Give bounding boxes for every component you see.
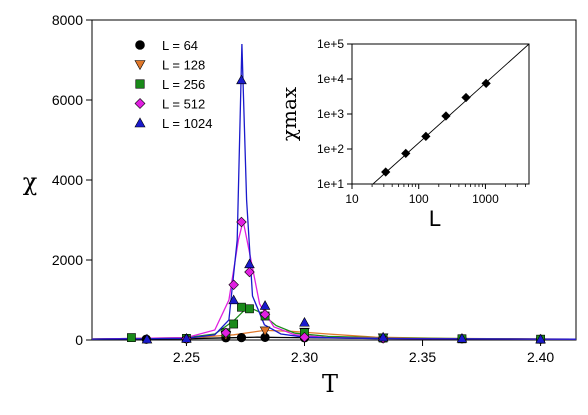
data-point xyxy=(236,216,247,228)
main-x-tick-label: 2.25 xyxy=(173,349,200,365)
inset-y-tick-label: 1e+3 xyxy=(317,107,344,121)
inset-data-point xyxy=(441,111,451,121)
data-point xyxy=(299,331,310,343)
inset-x-tick-label: 10 xyxy=(345,192,359,206)
data-point xyxy=(237,302,246,312)
main-y-axis-label: χ xyxy=(23,168,38,196)
main-y-tick-label: 8000 xyxy=(52,12,83,28)
legend-label: L = 256 xyxy=(162,77,205,92)
main-y-tick-label: 4000 xyxy=(52,172,83,188)
data-point xyxy=(228,294,239,305)
legend-marker xyxy=(134,117,146,128)
series-curve xyxy=(91,220,577,340)
main-x-tick-label: 2.30 xyxy=(291,349,318,365)
legend: L = 64 L = 128 L = 256 L = 512 L = 1024 xyxy=(134,38,212,131)
main-y-tick-label: 6000 xyxy=(52,92,83,108)
data-point xyxy=(141,333,153,344)
main-y-tick-label: 0 xyxy=(75,332,83,348)
data-point xyxy=(244,266,255,278)
legend-marker xyxy=(135,40,145,50)
data-point xyxy=(245,304,254,314)
legend-label: L = 512 xyxy=(162,97,205,112)
legend-label: L = 64 xyxy=(162,38,198,53)
data-point xyxy=(236,74,247,85)
main-x-tick-label: 2.40 xyxy=(527,349,554,365)
inset-y-tick-label: 1e+5 xyxy=(317,37,344,51)
legend-label: L = 1024 xyxy=(162,116,212,131)
inset-fit-line-segment xyxy=(372,44,529,184)
data-point xyxy=(228,279,239,291)
legend-marker xyxy=(135,79,145,89)
inset-data-point xyxy=(381,167,391,177)
inset-data-point xyxy=(481,78,491,88)
data-point xyxy=(456,332,468,343)
data-point xyxy=(181,332,192,343)
data-point xyxy=(127,333,136,342)
inset-ticks: 10 100 1000 1e+1 1e+2 1e+3 1e+4 1e+5 xyxy=(317,37,526,206)
main-points xyxy=(127,74,546,345)
main-x-axis-label: T xyxy=(322,370,338,398)
inset-x-tick-label: 1000 xyxy=(472,192,499,206)
main-x-tick-label: 2.35 xyxy=(409,349,436,365)
legend-label: L = 128 xyxy=(162,58,205,73)
main-ticks: 2.25 2.30 2.35 2.40 0 2000 4000 6000 8000 xyxy=(52,12,555,365)
data-point xyxy=(220,327,232,339)
data-point xyxy=(535,333,546,344)
data-point xyxy=(244,258,255,269)
data-point xyxy=(259,326,271,337)
data-point xyxy=(299,316,310,327)
data-point xyxy=(377,331,389,342)
data-point xyxy=(229,319,239,329)
inset-data-point xyxy=(401,148,411,158)
inset-plot-frame xyxy=(351,43,530,185)
inset-data-point xyxy=(461,92,471,103)
data-point xyxy=(236,332,247,343)
inset-y-tick-label: 1e+4 xyxy=(317,72,344,86)
legend-marker xyxy=(134,98,146,109)
inset-x-tick-label: 100 xyxy=(409,192,429,206)
inset-fit-line xyxy=(372,44,529,184)
inset-y-axis-label: χmax xyxy=(277,86,301,141)
inset-points xyxy=(381,78,491,177)
main-y-tick-label: 2000 xyxy=(52,252,83,268)
inset-y-tick-label: 1e+2 xyxy=(317,142,344,156)
inset-data-point xyxy=(421,131,431,141)
data-point xyxy=(259,300,271,310)
legend-marker xyxy=(134,60,146,71)
inset-y-tick-label: 1e+1 xyxy=(317,177,344,191)
data-point xyxy=(259,309,271,320)
inset-x-axis-label: L xyxy=(429,206,441,231)
